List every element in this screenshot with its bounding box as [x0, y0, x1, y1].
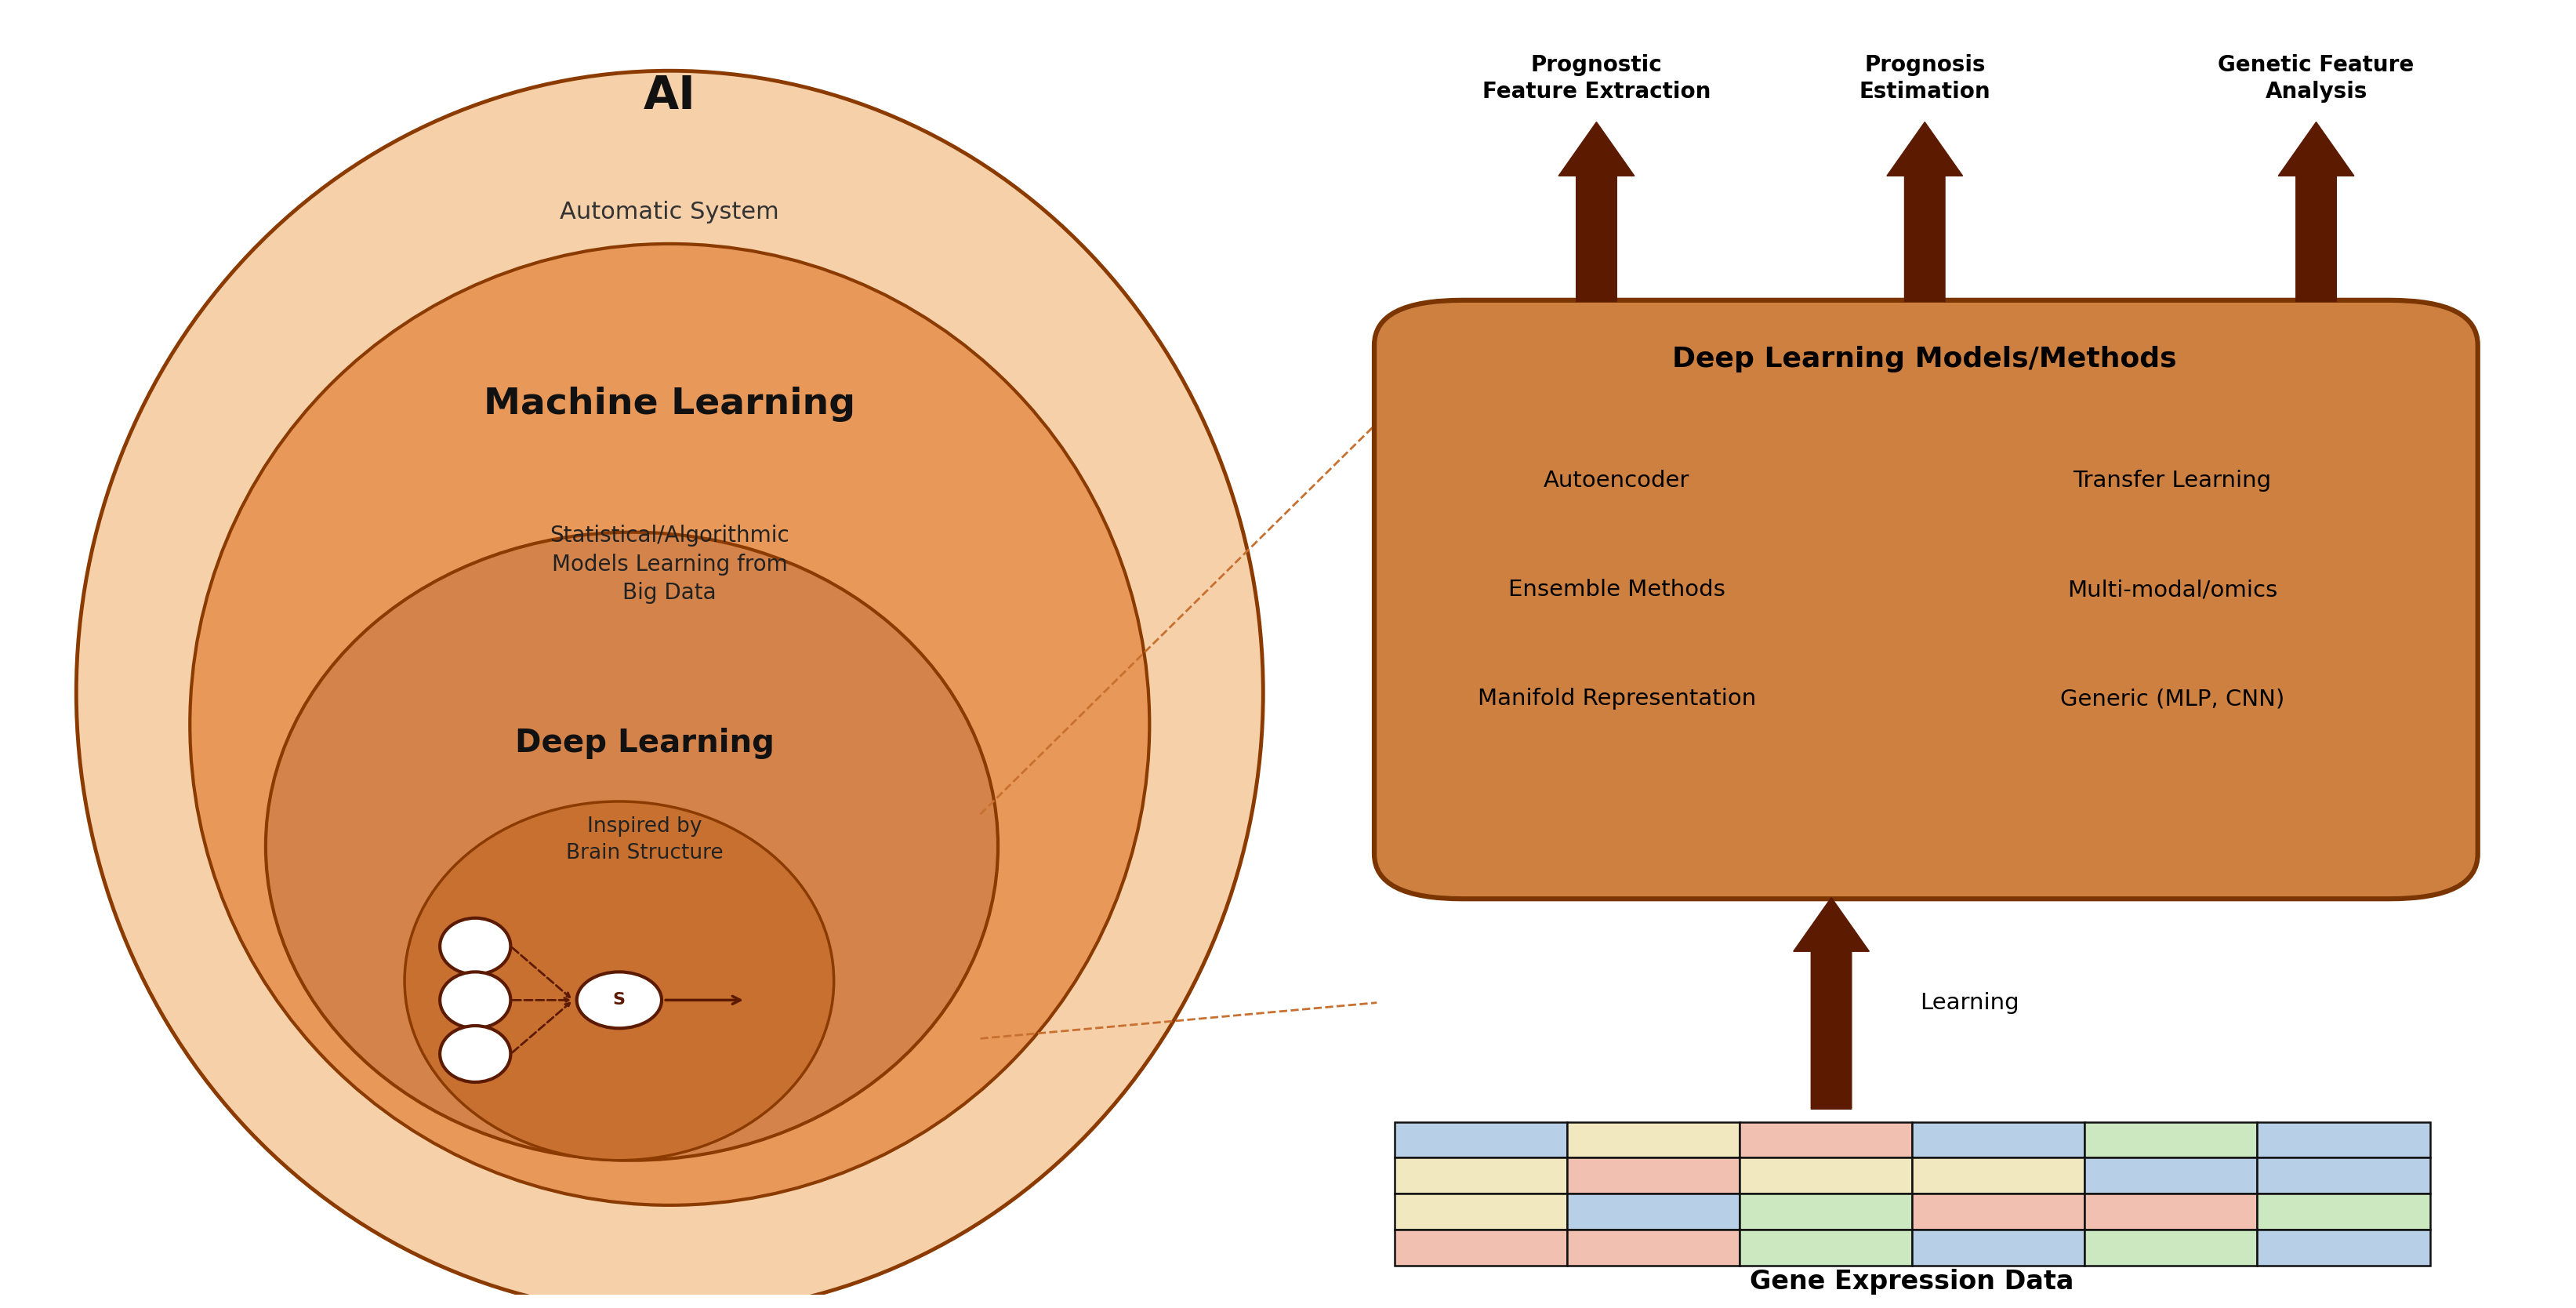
Text: Machine Learning: Machine Learning — [484, 386, 855, 421]
Text: Deep Learning Models/Methods: Deep Learning Models/Methods — [1672, 345, 2177, 373]
Text: S: S — [613, 993, 626, 1008]
Text: Statistical/Algorithmic
Models Learning from
Big Data: Statistical/Algorithmic Models Learning … — [549, 525, 788, 604]
Bar — [1739, 1158, 1911, 1194]
FancyBboxPatch shape — [1373, 301, 2478, 899]
Text: AI: AI — [644, 75, 696, 119]
Text: Autoencoder: Autoencoder — [1543, 470, 1690, 492]
Bar — [1394, 1158, 1566, 1194]
Bar — [1566, 1158, 1739, 1194]
Text: Prognostic
Feature Extraction: Prognostic Feature Extraction — [1481, 54, 1710, 103]
Ellipse shape — [440, 918, 510, 974]
Bar — [1566, 1194, 1739, 1230]
Ellipse shape — [191, 243, 1149, 1205]
Ellipse shape — [77, 71, 1262, 1308]
Bar — [1394, 1230, 1566, 1265]
Bar — [1394, 1122, 1566, 1158]
Bar — [1739, 1194, 1911, 1230]
Bar — [1739, 1122, 1911, 1158]
Bar — [2257, 1230, 2429, 1265]
Text: Multi-modal/omics: Multi-modal/omics — [2066, 579, 2277, 600]
Bar — [1566, 1230, 1739, 1265]
FancyArrow shape — [1558, 122, 1633, 302]
Text: Manifold Representation: Manifold Representation — [1476, 688, 1754, 710]
Bar — [1394, 1194, 1566, 1230]
Text: Inspired by
Brain Structure: Inspired by Brain Structure — [567, 816, 724, 863]
Bar — [2257, 1158, 2429, 1194]
Bar — [1911, 1158, 2084, 1194]
Text: Transfer Learning: Transfer Learning — [2071, 470, 2272, 492]
Text: Learning: Learning — [1919, 991, 2020, 1014]
Text: Ensemble Methods: Ensemble Methods — [1507, 579, 1726, 600]
FancyArrow shape — [1793, 897, 1868, 1109]
Ellipse shape — [404, 802, 835, 1160]
Bar — [2084, 1230, 2257, 1265]
Bar — [1911, 1230, 2084, 1265]
Ellipse shape — [440, 1025, 510, 1082]
Ellipse shape — [440, 972, 510, 1028]
Bar — [2257, 1122, 2429, 1158]
Text: Generic (MLP, CNN): Generic (MLP, CNN) — [2058, 688, 2285, 710]
Bar — [1911, 1122, 2084, 1158]
FancyArrow shape — [1886, 122, 1963, 302]
Text: Gene Expression Data: Gene Expression Data — [1749, 1269, 2074, 1295]
Bar — [2084, 1158, 2257, 1194]
Text: Automatic System: Automatic System — [559, 200, 778, 224]
FancyArrow shape — [2277, 122, 2354, 302]
Text: Genetic Feature
Analysis: Genetic Feature Analysis — [2218, 54, 2414, 103]
Bar — [1566, 1122, 1739, 1158]
Bar — [2084, 1194, 2257, 1230]
Text: Deep Learning: Deep Learning — [515, 729, 773, 760]
Text: Prognosis
Estimation: Prognosis Estimation — [1857, 54, 1989, 103]
Ellipse shape — [265, 532, 997, 1160]
Bar — [1911, 1194, 2084, 1230]
Ellipse shape — [577, 972, 662, 1028]
Bar — [1739, 1230, 1911, 1265]
Bar — [2257, 1194, 2429, 1230]
Bar — [2084, 1122, 2257, 1158]
